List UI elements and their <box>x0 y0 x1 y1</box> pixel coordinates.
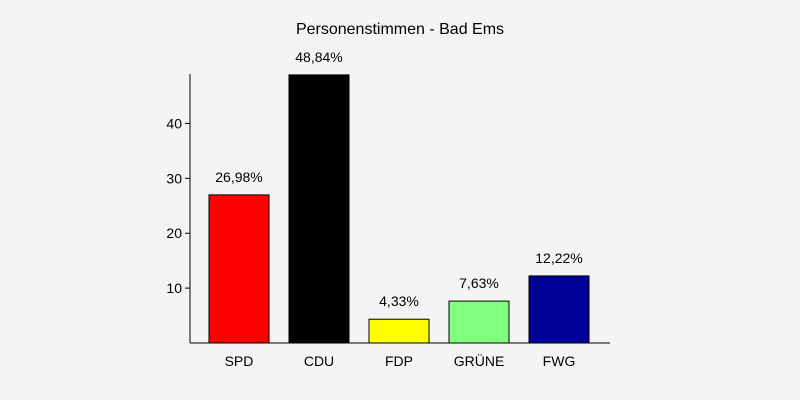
data-label: 7,63% <box>459 275 499 291</box>
bar-cdu <box>288 74 350 344</box>
y-tick-label: 40 <box>166 115 182 131</box>
plot-area: 10 20 30 40 SPD 26,98% CDU 48,84% FDP 4,33% GRÜNE 7… <box>166 49 610 369</box>
category-label: FDP <box>385 353 413 369</box>
y-tick-label: 30 <box>166 170 182 186</box>
category-label: GRÜNE <box>454 352 505 369</box>
category-label: CDU <box>304 353 334 369</box>
bar-grüne <box>448 300 510 344</box>
category-label: FWG <box>543 353 576 369</box>
y-tick-label: 10 <box>166 280 182 296</box>
data-label: 48,84% <box>295 49 342 65</box>
y-tick-label: 20 <box>166 225 182 241</box>
data-label: 26,98% <box>215 169 262 185</box>
data-label: 12,22% <box>535 250 582 266</box>
bar-fwg <box>528 275 590 344</box>
data-label: 4,33% <box>379 293 419 309</box>
chart-title: Personenstimmen - Bad Ems <box>296 21 504 38</box>
bar-fdp <box>368 318 430 344</box>
bar-spd <box>208 194 270 344</box>
category-label: SPD <box>225 353 254 369</box>
